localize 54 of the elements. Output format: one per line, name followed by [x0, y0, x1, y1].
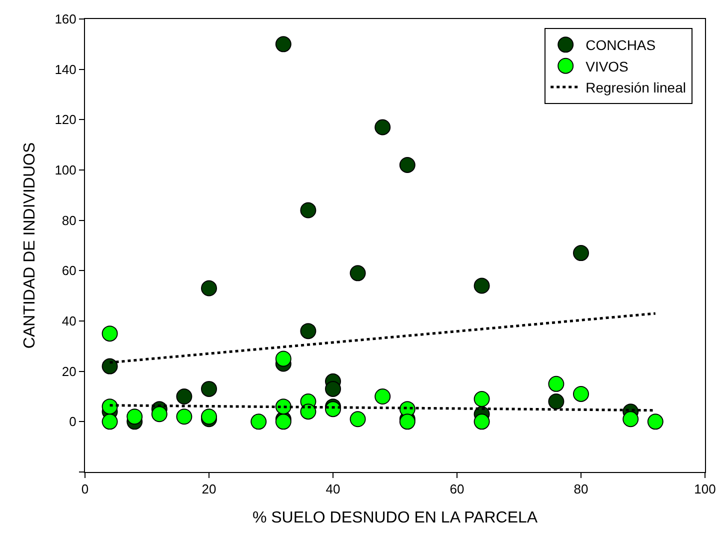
y-tick-label: 60 — [62, 263, 76, 278]
point — [176, 388, 192, 404]
y-tick-label: 20 — [62, 364, 76, 379]
point — [350, 411, 366, 428]
y-tick-label: 100 — [54, 162, 76, 178]
point — [176, 408, 192, 425]
point — [548, 376, 564, 392]
legend-label: VIVOS — [586, 58, 628, 74]
y-tick-label: 0 — [69, 414, 76, 430]
point — [474, 278, 490, 294]
point — [102, 326, 118, 342]
point — [647, 414, 664, 430]
y-axis-title: CANTIDAD DE INDIVIDUOS — [22, 142, 39, 349]
x-tick-label: 40 — [326, 482, 340, 497]
x-tick-label: 0 — [81, 482, 89, 497]
point — [201, 380, 217, 397]
point — [548, 394, 564, 410]
point — [325, 380, 341, 397]
point — [102, 358, 118, 374]
legend-label: CONCHAS — [586, 37, 656, 54]
y-tick-label: 120 — [54, 112, 76, 128]
x-axis-title: % SUELO DESNUDO EN LA PARCELA — [252, 509, 538, 526]
point — [300, 323, 316, 340]
y-tick-label: 160 — [54, 12, 76, 27]
point — [350, 265, 366, 282]
point — [573, 245, 589, 262]
point — [102, 414, 118, 430]
point — [126, 408, 143, 425]
point — [474, 391, 490, 408]
point — [300, 202, 316, 218]
point — [275, 398, 292, 415]
x-tick-label: 100 — [694, 482, 716, 497]
legend-label: Regresión lineal — [586, 80, 686, 96]
point — [399, 156, 416, 173]
y-tick-label: 140 — [54, 62, 76, 77]
point — [374, 119, 391, 136]
y-tick-label: 80 — [62, 212, 76, 228]
point — [374, 388, 391, 404]
point — [622, 411, 639, 428]
point — [201, 280, 217, 296]
y-tick-label: 40 — [62, 314, 76, 329]
point — [275, 36, 292, 52]
point — [474, 414, 490, 430]
point — [399, 414, 416, 430]
point — [151, 406, 168, 422]
x-tick-label: 20 — [202, 482, 216, 497]
point — [275, 350, 292, 367]
point — [250, 414, 267, 430]
x-tick-label: 80 — [574, 482, 588, 497]
point — [300, 404, 316, 420]
point — [102, 398, 118, 415]
point — [573, 386, 589, 402]
x-tick-label: 60 — [450, 482, 464, 497]
point — [275, 414, 292, 430]
